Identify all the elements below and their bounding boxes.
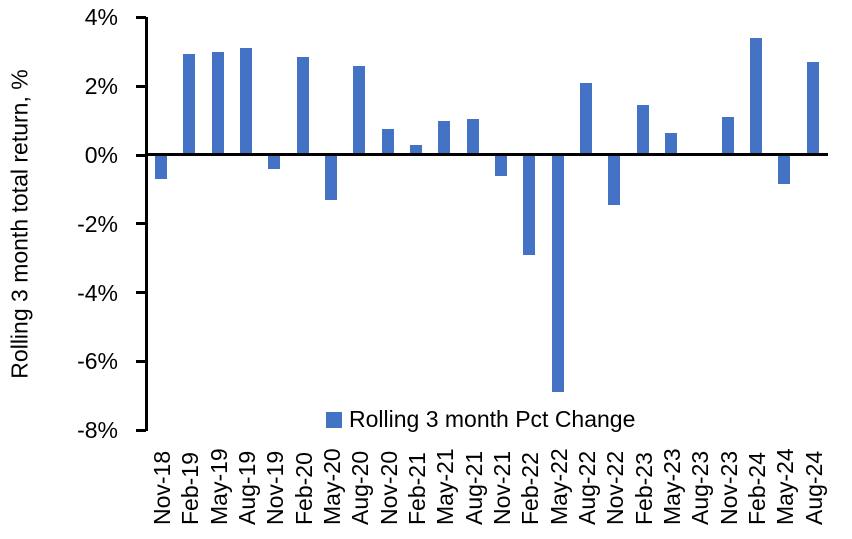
x-tick-label: Aug-23 xyxy=(687,450,714,525)
x-tick-label: Feb-20 xyxy=(290,452,317,525)
bar-Feb-24 xyxy=(749,38,762,156)
bar-Nov-21 xyxy=(494,154,507,176)
x-tick-label: Aug-19 xyxy=(233,450,260,525)
x-tick-label: Feb-24 xyxy=(743,452,770,525)
y-tick-label: 2% xyxy=(84,73,118,100)
y-tick-label: -6% xyxy=(77,348,118,375)
bar-Aug-22 xyxy=(579,82,592,156)
y-tick-label: -2% xyxy=(77,210,118,237)
x-tick-label: Aug-20 xyxy=(347,450,374,525)
x-tick-label: Nov-19 xyxy=(262,450,289,525)
bar-Nov-20 xyxy=(381,129,394,156)
y-tick-mark xyxy=(136,428,146,432)
x-tick-label: May-20 xyxy=(318,448,345,525)
y-tick-label: 4% xyxy=(84,4,118,31)
y-tick-mark xyxy=(136,153,146,157)
bar-Aug-21 xyxy=(466,118,479,156)
x-tick-label: May-19 xyxy=(205,448,232,525)
y-tick-label: 0% xyxy=(84,142,118,168)
x-tick-label: May-21 xyxy=(432,448,459,525)
x-tick-label: Feb-21 xyxy=(403,452,430,525)
bar-Feb-23 xyxy=(636,105,649,156)
x-tick-label: May-22 xyxy=(545,448,572,525)
bar-May-21 xyxy=(438,120,451,156)
bar-Nov-19 xyxy=(268,154,281,169)
bar-May-23 xyxy=(664,132,677,156)
bar-Feb-19 xyxy=(183,53,196,156)
y-tick-mark xyxy=(136,84,146,88)
x-tick-label: Aug-22 xyxy=(573,450,600,525)
bar-Feb-22 xyxy=(523,154,536,255)
bar-Nov-18 xyxy=(155,154,167,180)
x-tick-label: May-23 xyxy=(658,448,685,525)
y-tick-mark xyxy=(136,291,146,295)
bar-Feb-20 xyxy=(296,56,309,156)
x-tick-label: Nov-18 xyxy=(149,450,175,525)
x-tick-label: Aug-21 xyxy=(460,450,487,525)
bar-May-22 xyxy=(551,154,564,393)
x-tick-label: Nov-23 xyxy=(715,450,742,525)
legend: Rolling 3 month Pct Change xyxy=(326,406,635,433)
legend-swatch xyxy=(326,411,342,428)
y-axis-line xyxy=(145,17,148,431)
y-tick-label: -4% xyxy=(77,279,118,306)
bar-Nov-23 xyxy=(721,117,734,156)
x-tick-label: Feb-19 xyxy=(177,452,204,525)
y-tick-mark xyxy=(136,222,146,226)
bar-May-19 xyxy=(211,51,224,156)
x-tick-label: May-24 xyxy=(772,448,799,525)
x-tick-label: Nov-20 xyxy=(375,450,402,525)
bar-Feb-21 xyxy=(409,144,422,156)
zero-baseline xyxy=(145,153,828,156)
x-tick-label: Nov-21 xyxy=(488,450,515,525)
y-tick-label: -8% xyxy=(77,417,118,444)
bar-May-20 xyxy=(324,154,337,200)
x-tick-label: Feb-23 xyxy=(630,452,657,525)
y-tick-mark xyxy=(136,15,146,19)
bar-Nov-22 xyxy=(608,154,621,205)
bar-Aug-24 xyxy=(806,62,819,156)
legend-label: Rolling 3 month Pct Change xyxy=(349,406,636,432)
x-tick-label: Aug-24 xyxy=(800,450,827,525)
bar-May-24 xyxy=(778,154,791,185)
bar-Aug-20 xyxy=(353,65,366,156)
x-tick-label: Nov-22 xyxy=(602,450,629,525)
bar-Aug-19 xyxy=(239,48,252,156)
y-tick-mark xyxy=(136,359,146,363)
x-tick-label: Feb-22 xyxy=(517,452,544,525)
